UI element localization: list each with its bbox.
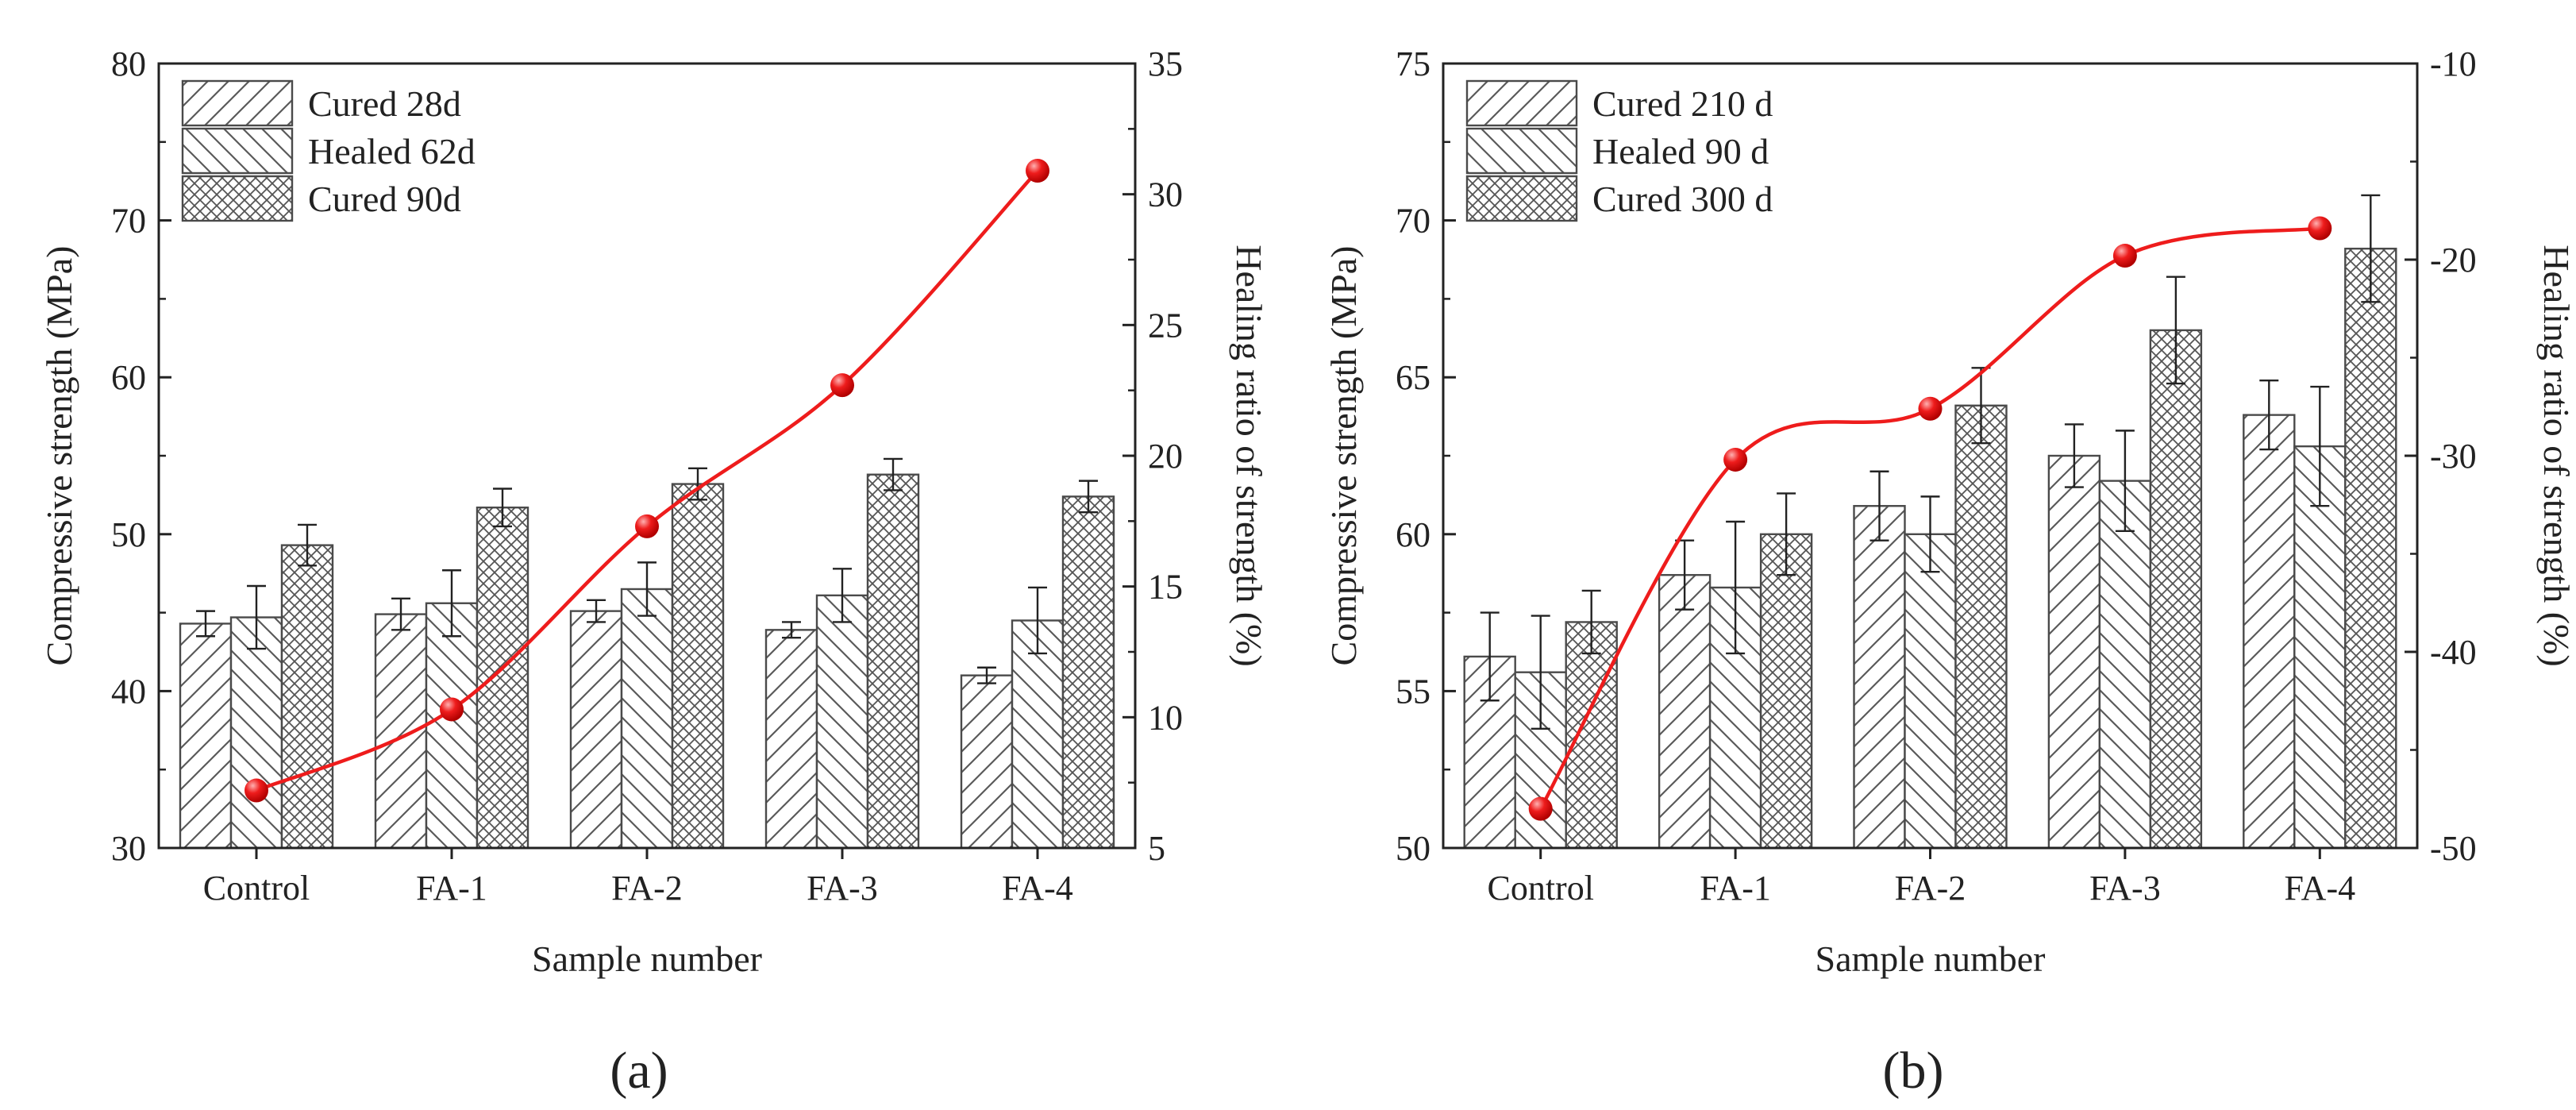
y2-tick-label-b--50: -50 [2430, 829, 2477, 868]
y-tick-label-b-65: 65 [1396, 358, 1430, 397]
y2-tick-label-a-15: 15 [1148, 568, 1183, 607]
bar-b-cured-300-d-fa-1 [1759, 533, 1813, 850]
bar-b-cured-210-d-fa-1 [1658, 573, 1712, 850]
x-tick-label-b-fa-3: FA-3 [2089, 869, 2161, 908]
bar-b-cured-210-d-fa-3 [2047, 454, 2101, 850]
legend-label-a-0: Cured 28d [308, 83, 461, 124]
y2-tick-label-b--40: -40 [2430, 633, 2477, 672]
x-tick-label-b-control: Control [1487, 869, 1593, 908]
x-tick-label-a-fa-3: FA-3 [807, 869, 878, 908]
legend-swatch-b-0 [1465, 79, 1578, 127]
x-axis-title-b: Sample number [1816, 938, 2046, 979]
legend-label-a-1: Healed 62d [308, 131, 476, 172]
x-axis-title-a: Sample number [532, 938, 762, 979]
x-tick-label-b-fa-1: FA-1 [1700, 869, 1771, 908]
y-tick-label-a-30: 30 [111, 829, 146, 868]
chart-panel-b: 50 55 60 65 70 75 -50 -40 -30 -20 -10 Control FA-1 FA… [1323, 44, 2576, 979]
x-tick-label-b-fa-4: FA-4 [2284, 869, 2355, 908]
healing-ratio-marker-a-fa-2 [635, 514, 659, 538]
healing-ratio-marker-b-control [1528, 796, 1553, 821]
y-tick-label-a-60: 60 [111, 358, 146, 397]
legend-label-b-2: Cured 300 d [1592, 179, 1773, 219]
y2-tick-label-b--10: -10 [2430, 44, 2477, 83]
healing-ratio-marker-b-fa-3 [2112, 244, 2137, 268]
y2-tick-label-a-5: 5 [1148, 829, 1165, 868]
bar-a-cured-90d-fa-3 [866, 473, 920, 850]
y-tick-label-b-55: 55 [1396, 672, 1430, 711]
bar-a-cured-90d-fa-2 [671, 483, 725, 850]
x-tick-label-b-fa-2: FA-2 [1895, 869, 1966, 908]
chart-panel-a: 30 40 50 60 70 80 5 10 15 20 25 30 35 Control FA-1 FA-2… [39, 44, 1269, 979]
y-tick-label-b-70: 70 [1396, 202, 1430, 241]
legend-swatch-a-0 [181, 79, 294, 127]
bar-a-healed-62d-fa-3 [815, 594, 869, 850]
bar-b-healed-90-d-fa-3 [2098, 480, 2152, 850]
bar-a-cured-28d-control [179, 622, 233, 850]
panel-label-a: (a) [610, 1042, 668, 1100]
y2-tick-label-b--30: -30 [2430, 437, 2477, 476]
healing-ratio-marker-b-fa-1 [1723, 447, 1748, 472]
legend-swatch-a-2 [181, 175, 294, 222]
healing-ratio-marker-a-fa-3 [830, 373, 854, 398]
y-tick-label-a-80: 80 [111, 44, 146, 83]
healing-ratio-marker-b-fa-4 [2308, 216, 2332, 241]
y-tick-label-a-40: 40 [111, 672, 146, 711]
y-tick-label-b-60: 60 [1396, 515, 1430, 554]
y-tick-label-b-50: 50 [1396, 829, 1430, 868]
y2-tick-label-a-10: 10 [1148, 698, 1183, 737]
y2-tick-label-a-25: 25 [1148, 306, 1183, 345]
bar-a-cured-28d-fa-2 [569, 610, 623, 850]
bar-a-healed-62d-control [229, 616, 283, 850]
healing-ratio-marker-a-fa-4 [1026, 159, 1049, 183]
y-tick-label-a-70: 70 [111, 202, 146, 241]
bar-b-cured-300-d-control [1565, 621, 1618, 850]
y-tick-label-a-50: 50 [111, 515, 146, 554]
legend-label-a-2: Cured 90d [308, 179, 461, 219]
bar-a-cured-90d-fa-4 [1061, 495, 1115, 850]
bar-a-cured-28d-fa-3 [764, 629, 818, 850]
bar-a-cured-90d-control [280, 544, 334, 850]
healing-ratio-marker-a-fa-1 [440, 697, 464, 722]
x-tick-label-a-fa-4: FA-4 [1002, 869, 1073, 908]
healing-ratio-line-b [1538, 226, 2320, 810]
legend-swatch-b-2 [1465, 175, 1578, 222]
bar-b-cured-300-d-fa-2 [1954, 404, 2008, 850]
bar-a-healed-62d-fa-1 [425, 602, 479, 850]
y2-tick-label-b--20: -20 [2430, 241, 2477, 279]
bar-a-healed-62d-fa-2 [620, 588, 674, 850]
bar-b-cured-300-d-fa-4 [2344, 247, 2397, 850]
y2-tick-label-a-20: 20 [1148, 437, 1183, 476]
y-axis-title-a: Compressive strength (MPa) [39, 246, 79, 666]
healing-ratio-marker-b-fa-2 [1918, 396, 1943, 421]
bar-b-healed-90-d-fa-2 [1904, 533, 1957, 850]
bar-a-cured-28d-fa-4 [960, 674, 1014, 850]
legend-label-b-1: Healed 90 d [1592, 131, 1769, 172]
x-tick-label-a-fa-2: FA-2 [611, 869, 683, 908]
bar-b-cured-210-d-fa-2 [1853, 505, 1906, 850]
y2-axis-title-b: Healing ratio of strength (%) [2536, 245, 2576, 666]
x-tick-label-a-fa-1: FA-1 [416, 869, 487, 908]
bar-b-cured-300-d-fa-3 [2149, 329, 2203, 850]
y2-tick-label-a-35: 35 [1148, 44, 1183, 83]
y-tick-label-b-75: 75 [1396, 44, 1430, 83]
y2-tick-label-a-30: 30 [1148, 175, 1183, 214]
y2-axis-title-a: Healing ratio of strength (%) [1229, 245, 1269, 666]
x-tick-label-a-control: Control [203, 869, 310, 908]
bar-a-healed-62d-fa-4 [1011, 619, 1065, 850]
y-axis-title-b: Compressive strength (MPa) [1323, 246, 1364, 666]
bar-b-cured-210-d-fa-4 [2243, 414, 2296, 850]
panel-label-b: (b) [1883, 1042, 1944, 1100]
legend-label-b-0: Cured 210 d [1592, 83, 1773, 124]
bar-a-cured-90d-fa-1 [476, 507, 529, 850]
healing-ratio-marker-a-control [245, 778, 268, 803]
legend-swatch-b-1 [1465, 127, 1578, 175]
bar-a-cured-28d-fa-1 [374, 613, 428, 850]
legend-swatch-a-1 [181, 127, 294, 175]
